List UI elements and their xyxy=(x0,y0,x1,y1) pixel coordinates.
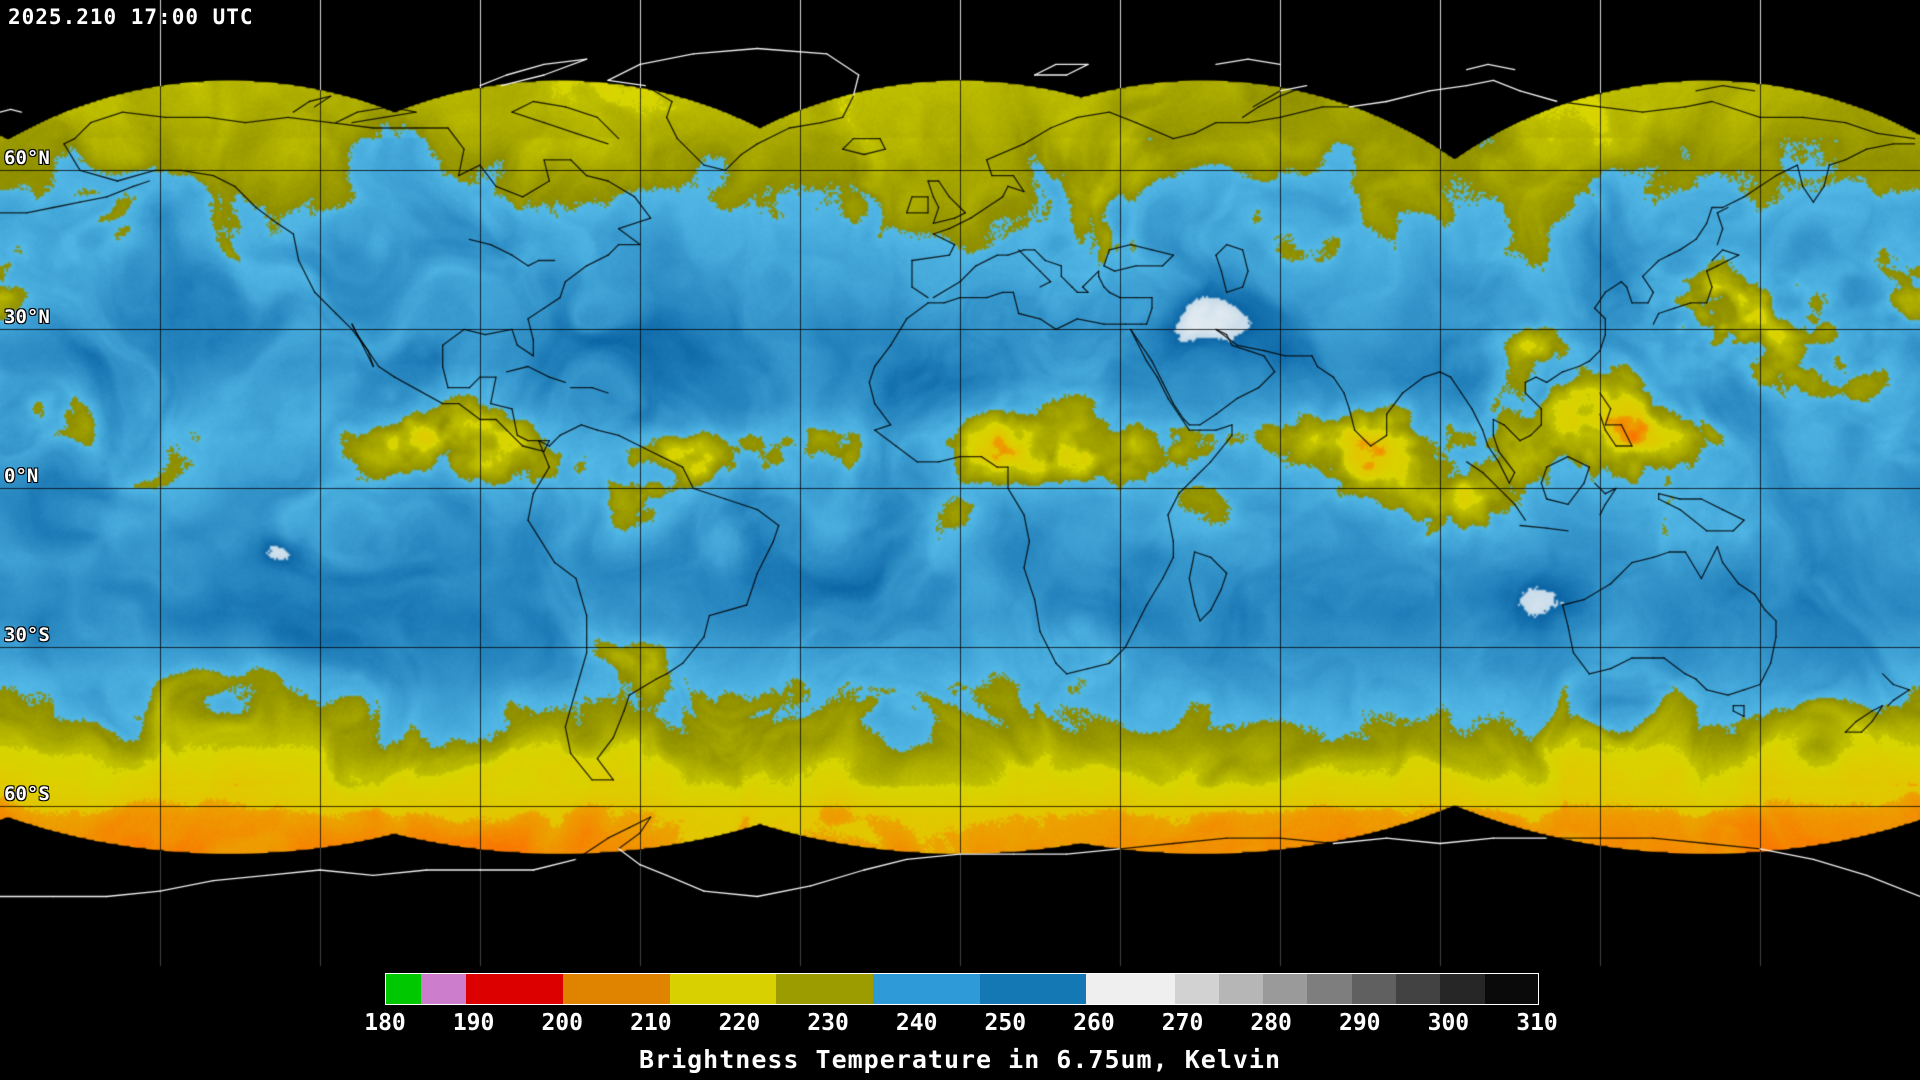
colorbar-segment xyxy=(1263,974,1308,1004)
colorbar-segment xyxy=(979,974,1086,1004)
colorbar-segment xyxy=(1351,974,1397,1004)
colorbar-segment xyxy=(1174,974,1219,1004)
colorbar-tick-label: 180 xyxy=(364,1010,406,1036)
colorbar-segment xyxy=(1484,974,1538,1004)
colorbar-segment xyxy=(1307,974,1352,1004)
colorbar-tick-label: 190 xyxy=(452,1010,495,1036)
colorbar-segment xyxy=(421,974,466,1004)
timestamp: 2025.210 17:00 UTC xyxy=(8,5,254,29)
colorbar-tick-label: 270 xyxy=(1161,1010,1204,1036)
colorbar-segment xyxy=(669,974,776,1004)
colorbar-segment xyxy=(1440,974,1485,1004)
colorbar-segment xyxy=(563,974,670,1004)
lat-label-0n: 0°N xyxy=(4,465,39,488)
colorbar-tick-label: 220 xyxy=(718,1010,761,1036)
colorbar-tick-label: 310 xyxy=(1516,1010,1558,1036)
lat-label-30n: 30°N xyxy=(4,306,50,329)
colorbar-segment xyxy=(1085,974,1175,1004)
lat-label-30s: 30°S xyxy=(4,624,50,647)
colorbar-tick-label: 260 xyxy=(1073,1010,1115,1036)
lat-label-60s: 60°S xyxy=(4,783,50,806)
colorbar xyxy=(385,973,1539,1005)
colorbar-segment xyxy=(465,974,564,1004)
colorbar-tick-label: 230 xyxy=(807,1010,849,1036)
colorbar-segment xyxy=(1396,974,1441,1004)
colorbar-segment xyxy=(873,974,980,1004)
colorbar-segment xyxy=(775,974,874,1004)
lat-label-60n: 60°N xyxy=(4,147,50,170)
colorbar-caption: Brightness Temperature in 6.75um, Kelvin xyxy=(638,1045,1282,1074)
colorbar-tick-label: 250 xyxy=(984,1010,1027,1036)
colorbar-tick-label: 300 xyxy=(1427,1010,1470,1036)
colorbar-segment xyxy=(386,974,422,1004)
colorbar-tick-label: 240 xyxy=(895,1010,938,1036)
colorbar-segment xyxy=(1218,974,1264,1004)
colorbar-tick-label: 280 xyxy=(1250,1010,1292,1036)
colorbar-tick-label: 210 xyxy=(630,1010,672,1036)
colorbar-tick-label: 290 xyxy=(1338,1010,1381,1036)
colorbar-tick-label: 200 xyxy=(541,1010,583,1036)
